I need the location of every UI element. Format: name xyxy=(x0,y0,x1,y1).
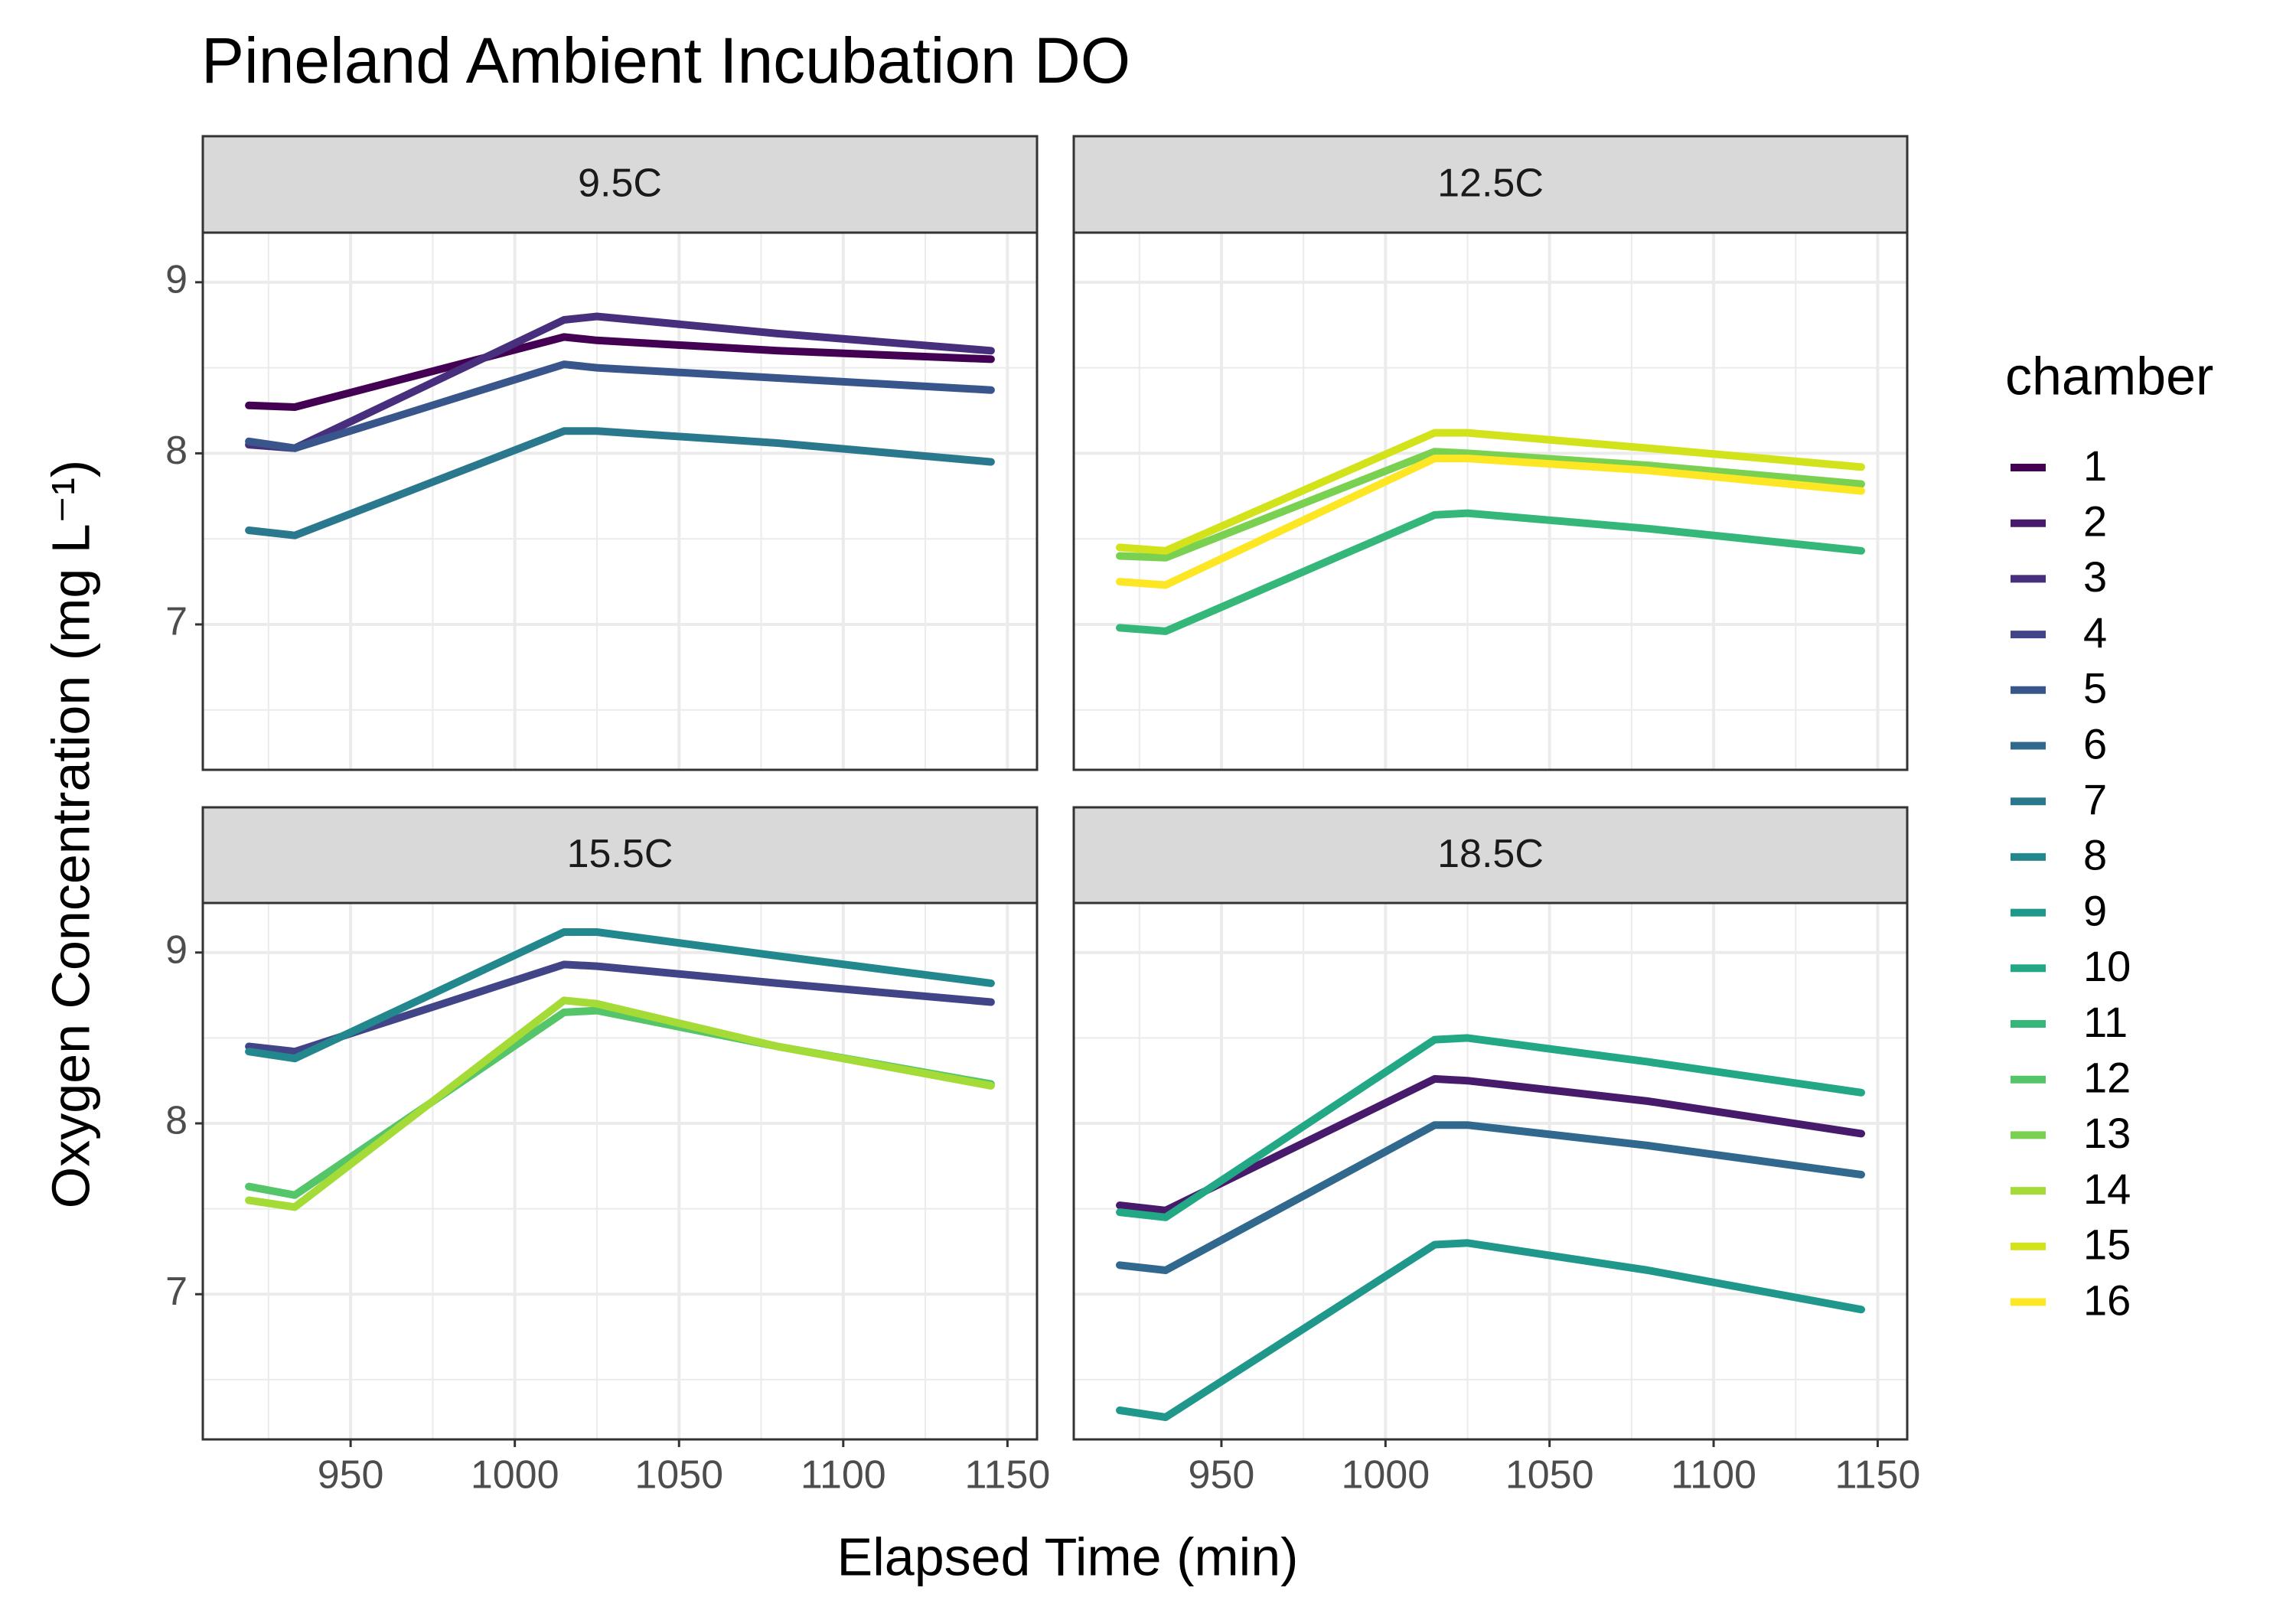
y-tick-label: 7 xyxy=(165,600,188,644)
x-tick-label: 1000 xyxy=(471,1453,559,1498)
strip-label: 9.5C xyxy=(578,161,662,206)
legend-title: chamber xyxy=(2005,346,2213,406)
legend-label: 2 xyxy=(2083,497,2107,545)
series-line xyxy=(1116,1121,1865,1274)
legend-label: 12 xyxy=(2083,1053,2131,1101)
series-line xyxy=(1116,1239,1865,1421)
series-line xyxy=(1116,429,1865,555)
x-tick-label: 1050 xyxy=(1505,1453,1594,1498)
x-tick-label: 1100 xyxy=(801,1453,886,1498)
legend-label: 7 xyxy=(2083,775,2107,823)
y-axis-label: Oxygen Concentration (mg L⁻¹) xyxy=(41,460,100,1208)
strip xyxy=(1072,806,1909,905)
series-line xyxy=(245,360,995,452)
legend-label: 6 xyxy=(2083,719,2107,768)
panel-border xyxy=(1072,231,1909,771)
legend-label: 3 xyxy=(2083,553,2107,601)
x-tick-label: 1000 xyxy=(1341,1453,1430,1498)
series-line xyxy=(1116,455,1865,589)
strip-label: 18.5C xyxy=(1437,832,1544,876)
panel-border xyxy=(201,901,1039,1441)
strip xyxy=(201,806,1039,905)
series-line xyxy=(1116,509,1865,635)
x-tick-label: 1150 xyxy=(964,1453,1050,1498)
panel-border xyxy=(201,231,1039,771)
x-tick-label: 1050 xyxy=(634,1453,723,1498)
series-line xyxy=(1116,1034,1865,1221)
x-tick-label: 1100 xyxy=(1671,1453,1756,1498)
legend-label: 10 xyxy=(2083,942,2131,990)
x-tick-label: 1150 xyxy=(1835,1453,1920,1498)
series-line xyxy=(245,333,995,411)
y-tick-label: 8 xyxy=(165,429,188,473)
x-tick-label: 950 xyxy=(318,1453,384,1498)
x-tick-label: 950 xyxy=(1189,1453,1255,1498)
y-tick-label: 7 xyxy=(165,1270,188,1314)
legend-label: 1 xyxy=(2083,442,2107,490)
x-axis-label: Elapsed Time (min) xyxy=(837,1527,1299,1586)
y-tick-label: 9 xyxy=(165,258,188,302)
series-line xyxy=(245,427,995,539)
strip-label: 15.5C xyxy=(567,832,673,876)
y-tick-label: 8 xyxy=(165,1099,188,1143)
series-line xyxy=(245,928,995,1063)
y-tick-label: 9 xyxy=(165,927,188,972)
legend-label: 8 xyxy=(2083,831,2107,879)
legend-label: 9 xyxy=(2083,886,2107,934)
series-line xyxy=(245,960,995,1056)
legend-label: 11 xyxy=(2083,998,2128,1046)
series-line xyxy=(1116,1074,1865,1214)
strip xyxy=(1072,135,1909,234)
legend-label: 5 xyxy=(2083,664,2107,712)
strip-label: 12.5C xyxy=(1437,161,1544,206)
series-line xyxy=(1116,448,1865,562)
legend-label: 16 xyxy=(2083,1276,2131,1324)
legend-label: 15 xyxy=(2083,1221,2131,1269)
legend-label: 13 xyxy=(2083,1109,2131,1157)
chart-title: Pineland Ambient Incubation DO xyxy=(201,24,1130,96)
strip xyxy=(201,135,1039,234)
panel-border xyxy=(1072,901,1909,1441)
legend-label: 14 xyxy=(2083,1165,2131,1213)
legend-label: 4 xyxy=(2083,608,2107,657)
series-line xyxy=(245,996,995,1211)
